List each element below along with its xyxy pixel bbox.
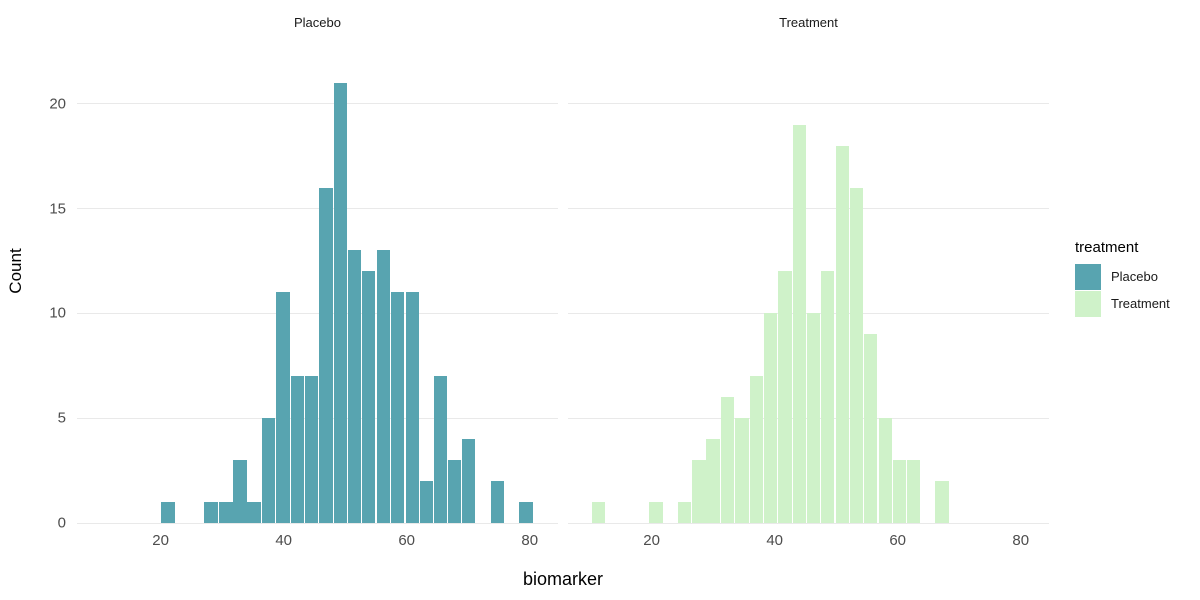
histogram-bar <box>462 439 476 523</box>
histogram-bar <box>376 250 390 523</box>
gridline-y-20 <box>77 103 558 105</box>
legend-key-treatment: Treatment <box>1075 290 1170 317</box>
x-tick-label: 20 <box>643 532 660 549</box>
y-tick-label: 0 <box>57 514 66 532</box>
histogram-bar <box>820 271 835 523</box>
facet-strip-placebo: Placebo <box>294 15 341 30</box>
legend-title: treatment <box>1075 239 1139 256</box>
x-tick-label: 60 <box>889 532 907 549</box>
x-tick-label: 80 <box>521 532 539 549</box>
histogram-bar <box>247 502 261 523</box>
histogram-bar <box>519 502 533 523</box>
x-axis-title: biomarker <box>522 569 604 589</box>
histogram-bar <box>204 502 218 523</box>
facet-panel-treatment <box>568 45 1049 524</box>
legend-key-placebo: Placebo <box>1075 263 1170 290</box>
gridline-y-15 <box>77 208 558 210</box>
x-tick-label: 60 <box>398 532 416 549</box>
histogram-bar <box>806 313 821 523</box>
histogram-bar <box>390 292 405 523</box>
histogram-bar <box>720 397 734 523</box>
treatment-color-swatch <box>1075 290 1101 317</box>
x-tick-label: 40 <box>275 532 292 549</box>
gridline-y-0 <box>568 522 1049 524</box>
gridline-y-10 <box>77 312 558 314</box>
y-tick-label: 5 <box>57 409 66 427</box>
placebo-color-swatch <box>1075 263 1101 290</box>
x-tick-label: 20 <box>152 532 169 549</box>
histogram-bar <box>333 82 347 523</box>
histogram-bar <box>304 376 318 523</box>
histogram-bar <box>692 460 706 523</box>
histogram-bar <box>405 292 419 523</box>
histogram-bar <box>290 376 304 523</box>
histogram-bar <box>447 460 462 523</box>
histogram-bar <box>233 460 247 523</box>
histogram-bar <box>276 292 290 523</box>
histogram-bar <box>649 502 663 523</box>
histogram-bar <box>347 250 362 523</box>
histogram-bar <box>677 502 691 523</box>
histogram-bar <box>763 313 778 523</box>
y-axis-title: Count <box>6 248 25 294</box>
histogram-bar <box>706 439 720 523</box>
histogram-bar <box>835 145 849 523</box>
gridline-y-15 <box>568 208 1049 210</box>
gridline-y-20 <box>568 103 1049 105</box>
histogram-bar <box>433 376 448 523</box>
histogram-bar <box>863 334 878 523</box>
y-tick-label: 15 <box>49 200 66 218</box>
histogram-bar <box>161 502 175 523</box>
histogram-bar <box>319 187 333 523</box>
y-tick-label: 10 <box>49 304 66 322</box>
histogram-bar <box>878 418 893 523</box>
legend: treatment Placebo Treatment <box>1075 239 1170 317</box>
x-tick-label: 40 <box>766 532 783 549</box>
histogram-bar <box>219 502 233 523</box>
histogram-bar <box>778 271 792 523</box>
legend-label: Placebo <box>1111 269 1158 284</box>
facet-panel-placebo <box>77 45 558 524</box>
histogram-bar <box>361 271 376 523</box>
histogram-bar <box>592 502 606 523</box>
histogram-bar <box>849 187 864 523</box>
histogram-bar <box>907 460 921 523</box>
x-tick-label: 80 <box>1012 532 1030 549</box>
gridline-y-10 <box>568 312 1049 314</box>
histogram-bar <box>735 418 749 523</box>
histogram-bar <box>935 481 949 523</box>
histogram-bar <box>261 418 275 523</box>
legend-label: Treatment <box>1111 296 1170 311</box>
facet-strip-treatment: Treatment <box>779 15 838 30</box>
histogram-bar <box>792 124 806 523</box>
y-tick-label: 20 <box>49 95 66 113</box>
histogram-bar <box>419 481 434 523</box>
histogram-bar <box>491 481 505 523</box>
gridline-y-0 <box>77 522 558 524</box>
histogram-bar <box>892 460 907 523</box>
histogram-bar <box>749 376 763 523</box>
